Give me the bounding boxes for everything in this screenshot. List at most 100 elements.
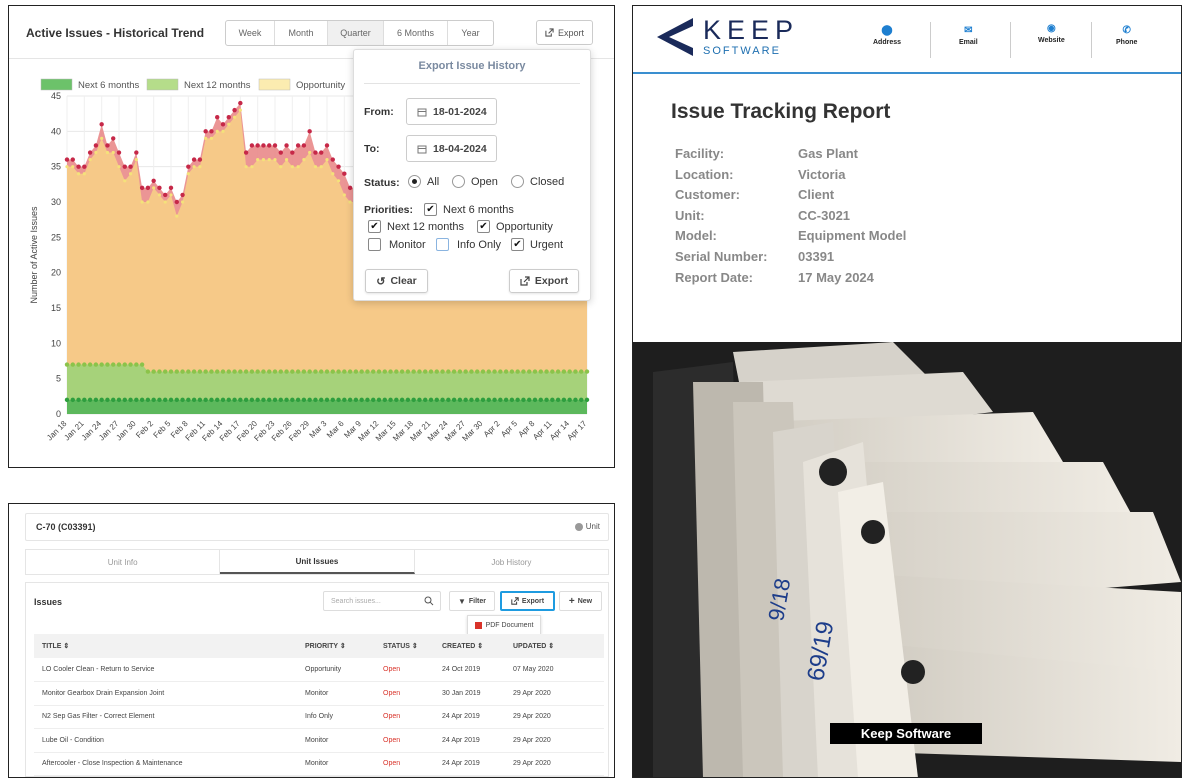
opportunity-point [76, 172, 81, 176]
export-dropdown-pdf-item[interactable]: PDF Document [467, 615, 541, 635]
trend-panel: Active Issues - Historical Trend Week Mo… [8, 5, 615, 468]
contact-phone[interactable]: ✆ Phone [1116, 26, 1137, 47]
next-12-months-point [324, 369, 330, 374]
priority-opportunity-checkbox[interactable]: ✔ Opportunity [477, 220, 553, 233]
col-title[interactable]: TITLE ⇕ [34, 634, 297, 658]
status-closed-radio[interactable]: Closed [511, 175, 564, 188]
urgent-point [290, 150, 295, 155]
popup-export-button[interactable]: Export [509, 269, 579, 293]
opportunity-point [215, 129, 219, 133]
unit-issues-panel: C-70 (C03391) Unit Unit Info Unit Issues… [8, 503, 615, 778]
table-row[interactable]: Monitor Gearbox Drain Expansion Joint Mon… [34, 681, 604, 706]
col-priority[interactable]: PRIORITY ⇕ [297, 634, 375, 658]
tab-job-history[interactable]: Job History [491, 557, 532, 567]
col-created[interactable]: CREATED ⇕ [434, 634, 505, 658]
status-label: Status: [364, 177, 400, 189]
next-6-months-point [93, 397, 99, 403]
report-field-key: Model: [675, 228, 717, 244]
opportunity-point [232, 115, 237, 119]
issue-title: Lube Oil - Condition [34, 728, 297, 753]
next-12-months-point [180, 369, 185, 374]
checkbox-checked-icon: ✔ [477, 220, 490, 233]
tab-unit-issues[interactable]: Unit Issues [220, 550, 415, 574]
priority-next-12-months-checkbox[interactable]: ✔ Next 12 months [368, 220, 464, 233]
next-12-months-point [151, 369, 156, 374]
to-date-input[interactable]: 18-04-2024 [406, 135, 497, 162]
opportunity-point [94, 150, 98, 155]
status-open-radio[interactable]: Open [452, 175, 498, 188]
priority-urgent-checkbox[interactable]: ✔ Urgent [511, 238, 563, 251]
contact-address[interactable]: ⬤ Address [873, 26, 901, 47]
range-year[interactable]: Year [461, 28, 480, 38]
next-6-months-point [82, 397, 87, 403]
divider [1091, 22, 1092, 58]
pdf-icon [474, 621, 482, 629]
y-tick-label: 35 [51, 162, 61, 172]
clear-button[interactable]: ↺ Clear [365, 269, 428, 293]
report-field-value: 17 May 2024 [798, 269, 874, 285]
next-6-months-point [503, 397, 509, 403]
priority-monitor-checkbox[interactable]: Monitor [368, 238, 426, 251]
next-6-months-point [139, 397, 145, 403]
range-quarter[interactable]: Quarter [328, 21, 384, 45]
y-tick-label: 20 [51, 268, 61, 278]
search-issues-input[interactable]: Search issues... [323, 591, 441, 611]
priority-info-only-checkbox[interactable]: Info Only [436, 238, 501, 251]
next-12-months-point [475, 369, 480, 374]
opportunity-point [342, 193, 346, 197]
next-6-months-point [267, 397, 272, 403]
clear-label: Clear [390, 275, 417, 287]
col-status[interactable]: STATUS ⇕ [375, 634, 434, 658]
next-6-months-point [243, 397, 249, 403]
contact-website[interactable]: ◉ Website [1038, 24, 1065, 45]
next-12-months-point [509, 369, 515, 374]
col-updated[interactable]: UPDATED ⇕ [505, 634, 604, 658]
next-12-months-point [267, 369, 272, 374]
next-6-months-point [399, 397, 405, 403]
range-month[interactable]: Month [275, 21, 328, 45]
urgent-point [272, 143, 278, 148]
next-6-months-point [186, 397, 191, 403]
report-field-key: Customer: [675, 187, 741, 203]
table-row[interactable]: LO Cooler Clean - Return to Service Oppor… [34, 658, 604, 682]
opportunity-point [169, 193, 173, 197]
next-12-months-point [521, 369, 526, 374]
next-6-months-point [116, 397, 122, 403]
urgent-point [342, 171, 347, 176]
next-12-months-point [446, 369, 451, 374]
next-12-months-point [382, 369, 387, 374]
table-row[interactable]: Lube Oil - Condition Monitor Open 24 Apr 20… [34, 728, 604, 753]
next-6-months-point [197, 397, 203, 403]
next-12-months-point [353, 369, 359, 374]
popup-title: Export Issue History [418, 60, 526, 72]
contact-email[interactable]: ✉ Email [959, 26, 978, 47]
opportunity-point [302, 158, 306, 162]
next-6-months-point [428, 397, 434, 403]
trend-export-button[interactable]: Export [536, 20, 593, 45]
tab-unit-info[interactable]: Unit Info [26, 550, 221, 574]
status-all-radio[interactable]: All [408, 175, 439, 188]
opportunity-point [261, 158, 266, 162]
range-week[interactable]: Week [226, 21, 275, 45]
divider [9, 58, 614, 59]
range-6-months[interactable]: 6 Months [384, 21, 448, 45]
filter-button[interactable]: ▼ Filter [449, 591, 495, 611]
checkbox-checked-icon: ✔ [511, 238, 524, 251]
calendar-icon [417, 145, 427, 153]
external-link-icon [511, 597, 519, 605]
next-12-months-point [319, 369, 324, 374]
x-tick-label: Apr 2 [482, 419, 502, 439]
issues-export-button[interactable]: Export [500, 591, 555, 611]
priority-next-6-months-checkbox[interactable]: ✔ Next 6 months [424, 203, 514, 216]
opportunity-point [279, 165, 283, 169]
next-6-months-point [584, 397, 590, 403]
opportunity-point [100, 136, 104, 140]
from-date-input[interactable]: 18-01-2024 [406, 98, 497, 125]
table-row[interactable]: Aftercooler - Close Inspection & Mainten… [34, 752, 604, 776]
issue-priority: Monitor [297, 681, 375, 706]
urgent-point [243, 150, 249, 155]
unit-icon [574, 522, 583, 531]
y-tick-label: 25 [51, 232, 61, 242]
table-row[interactable]: N2 Sep Gas Filter - Correct Element Info … [34, 705, 604, 729]
new-issue-button[interactable]: + New [559, 591, 602, 611]
